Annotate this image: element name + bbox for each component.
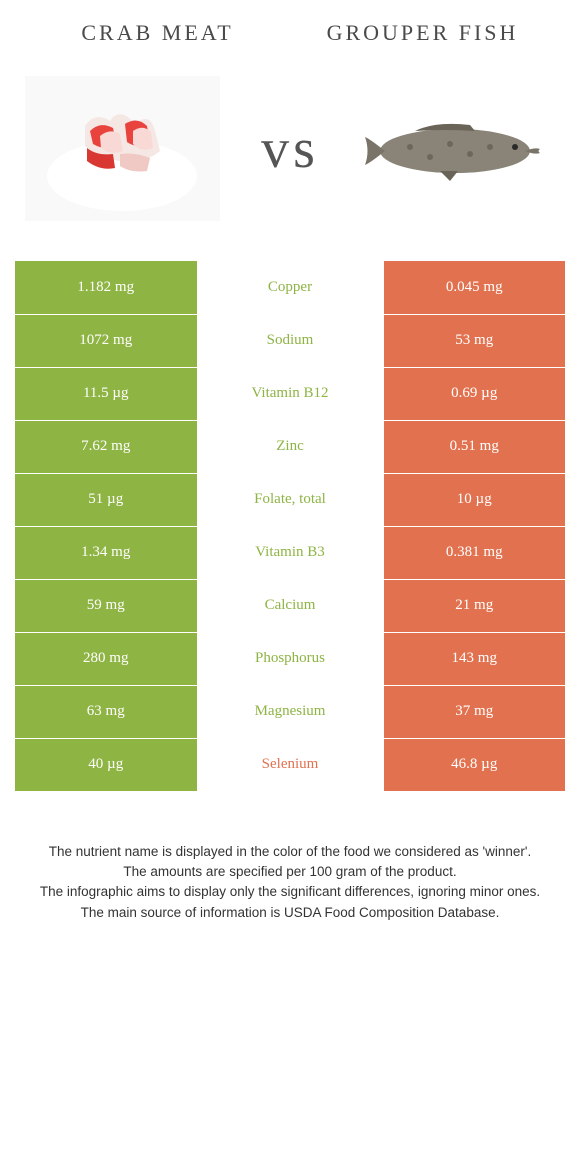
nutrient-name-cell: Folate, total	[197, 473, 384, 526]
right-food-title: grouper fish	[290, 20, 565, 46]
header-titles: crab meat grouper fish	[15, 20, 565, 46]
right-value-cell: 10 µg	[384, 473, 566, 526]
grouper-fish-icon	[360, 109, 555, 189]
left-value-cell: 51 µg	[15, 473, 197, 526]
images-row: vs	[15, 76, 565, 221]
nutrient-row: 59 mgCalcium21 mg	[15, 579, 565, 632]
nutrient-name-cell: Copper	[197, 261, 384, 314]
footer-line: The main source of information is USDA F…	[25, 903, 555, 923]
left-value-cell: 1072 mg	[15, 314, 197, 367]
left-value-cell: 7.62 mg	[15, 420, 197, 473]
nutrient-row: 63 mgMagnesium37 mg	[15, 685, 565, 738]
right-value-cell: 0.045 mg	[384, 261, 566, 314]
left-value-cell: 1.182 mg	[15, 261, 197, 314]
nutrient-name-cell: Vitamin B3	[197, 526, 384, 579]
right-value-cell: 46.8 µg	[384, 738, 566, 791]
vs-label: vs	[261, 117, 319, 181]
right-value-cell: 0.69 µg	[384, 367, 566, 420]
left-value-cell: 40 µg	[15, 738, 197, 791]
nutrient-comparison-table: 1.182 mgCopper0.045 mg1072 mgSodium53 mg…	[15, 261, 565, 792]
left-food-image	[25, 76, 220, 221]
footer-line: The nutrient name is displayed in the co…	[25, 842, 555, 862]
nutrient-name-cell: Zinc	[197, 420, 384, 473]
nutrient-row: 7.62 mgZinc0.51 mg	[15, 420, 565, 473]
footer-line: The infographic aims to display only the…	[25, 882, 555, 902]
nutrient-name-cell: Selenium	[197, 738, 384, 791]
nutrient-name-cell: Phosphorus	[197, 632, 384, 685]
crab-meat-icon	[25, 76, 220, 221]
left-value-cell: 63 mg	[15, 685, 197, 738]
right-value-cell: 0.51 mg	[384, 420, 566, 473]
nutrient-name-cell: Vitamin B12	[197, 367, 384, 420]
nutrient-row: 1.182 mgCopper0.045 mg	[15, 261, 565, 314]
left-food-title: crab meat	[15, 20, 290, 46]
right-food-image	[360, 76, 555, 221]
right-value-cell: 0.381 mg	[384, 526, 566, 579]
right-value-cell: 21 mg	[384, 579, 566, 632]
left-value-cell: 11.5 µg	[15, 367, 197, 420]
nutrient-row: 40 µgSelenium46.8 µg	[15, 738, 565, 791]
nutrient-row: 1.34 mgVitamin B30.381 mg	[15, 526, 565, 579]
right-value-cell: 53 mg	[384, 314, 566, 367]
nutrient-row: 51 µgFolate, total10 µg	[15, 473, 565, 526]
left-value-cell: 280 mg	[15, 632, 197, 685]
right-value-cell: 37 mg	[384, 685, 566, 738]
nutrient-name-cell: Calcium	[197, 579, 384, 632]
left-value-cell: 59 mg	[15, 579, 197, 632]
left-value-cell: 1.34 mg	[15, 526, 197, 579]
nutrient-row: 11.5 µgVitamin B120.69 µg	[15, 367, 565, 420]
right-value-cell: 143 mg	[384, 632, 566, 685]
footer-line: The amounts are specified per 100 gram o…	[25, 862, 555, 882]
nutrient-row: 1072 mgSodium53 mg	[15, 314, 565, 367]
nutrient-row: 280 mgPhosphorus143 mg	[15, 632, 565, 685]
nutrient-name-cell: Magnesium	[197, 685, 384, 738]
nutrient-name-cell: Sodium	[197, 314, 384, 367]
footer-notes: The nutrient name is displayed in the co…	[15, 842, 565, 923]
